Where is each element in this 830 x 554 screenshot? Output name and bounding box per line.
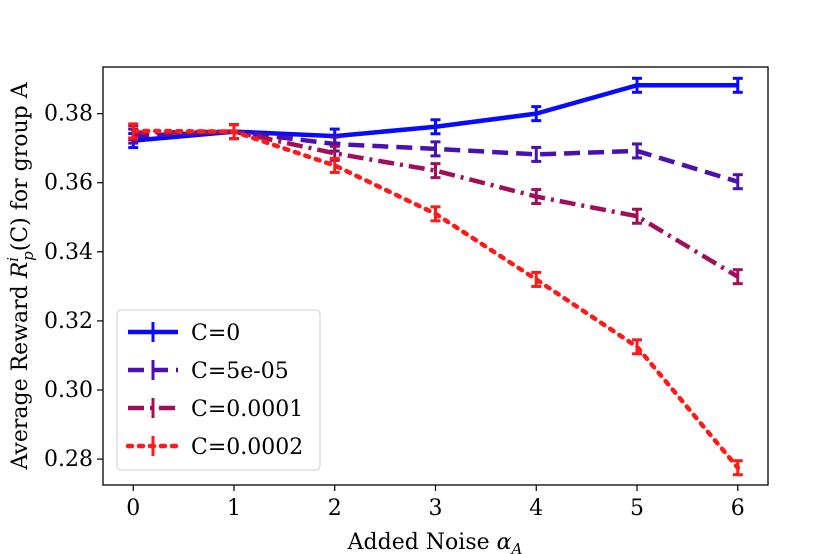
y-axis-label: Average Reward Rip(C) for group A: [4, 81, 37, 470]
legend-box: [116, 309, 321, 471]
x-tick-label: 5: [630, 496, 644, 521]
x-tick-label: 4: [529, 496, 543, 521]
legend-label-3: C=0.0001: [191, 397, 303, 422]
y-tick-label: 0.30: [44, 378, 93, 403]
y-tick-label: 0.28: [44, 447, 93, 472]
legend-label-2: C=5e-05: [191, 359, 289, 384]
x-tick-label: 3: [429, 496, 443, 521]
y-tick-label: 0.38: [44, 102, 93, 127]
x-tick-label: 2: [328, 496, 342, 521]
y-tick-label: 0.36: [44, 171, 93, 196]
x-axis-label: Added Noise αA: [347, 530, 523, 554]
y-tick-label: 0.34: [44, 240, 93, 265]
x-tick-label: 1: [227, 496, 241, 521]
x-tick-label: 6: [731, 496, 745, 521]
x-tick-label: 0: [126, 496, 140, 521]
legend-label-1: C=0: [191, 321, 240, 346]
legend-label-4: C=0.0002: [191, 435, 303, 460]
y-tick-label: 0.32: [44, 309, 93, 334]
legend: C=0 C=5e-05 C=0.0001 C=0.0002: [116, 309, 321, 471]
